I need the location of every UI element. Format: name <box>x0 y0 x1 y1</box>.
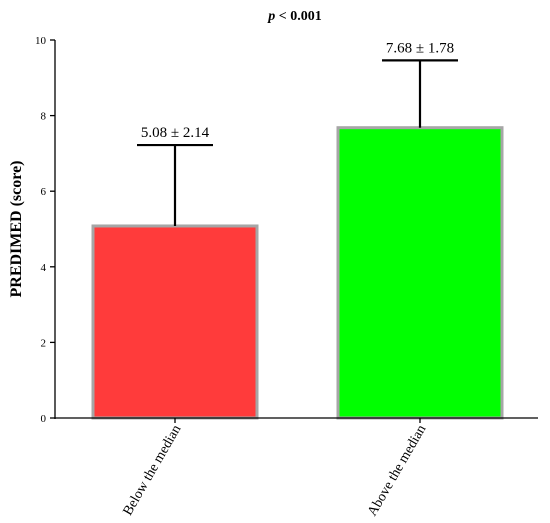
bar <box>336 126 504 420</box>
y-tick-label: 6 <box>41 186 47 198</box>
y-tick-label: 10 <box>35 35 47 47</box>
x-axis: Below the median Above the median <box>55 417 538 519</box>
title-p-symbol: p <box>267 9 275 24</box>
data-labels-group: 5.08 ± 2.14 7.68 ± 1.78 <box>141 40 454 141</box>
data-label: 5.08 ± 2.14 <box>141 125 210 141</box>
y-tick-label: 8 <box>41 111 47 123</box>
chart-title: p < 0.001 <box>267 9 321 24</box>
y-axis-label: PREDIMED (score) <box>8 160 25 297</box>
data-label: 7.68 ± 1.78 <box>386 40 454 56</box>
error-bars-group <box>137 59 458 226</box>
y-tick-label: 2 <box>41 337 47 349</box>
x-category-label: Above the median <box>365 423 429 519</box>
y-axis: 0 2 4 6 8 10 <box>35 35 56 425</box>
bars-group <box>91 126 504 420</box>
x-category-label: Below the median <box>121 423 185 519</box>
y-tick-label: 4 <box>41 262 47 274</box>
title-p-value: < 0.001 <box>275 9 321 24</box>
y-tick-label: 0 <box>41 413 47 425</box>
bar <box>91 224 259 420</box>
